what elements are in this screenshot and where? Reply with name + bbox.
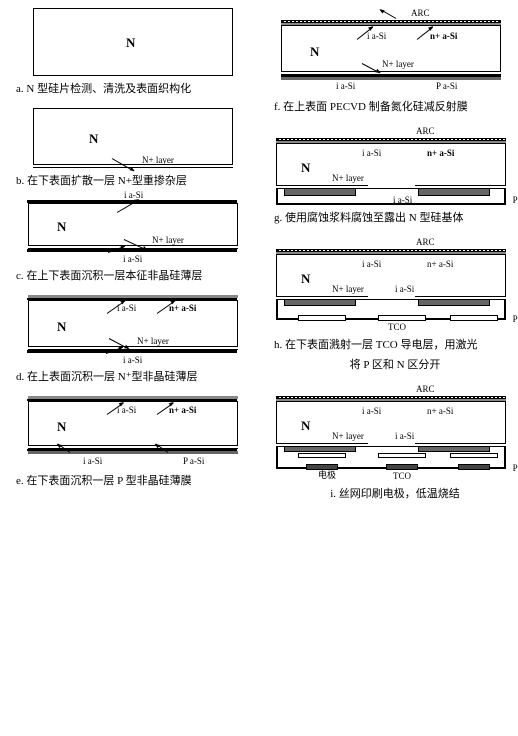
nplus-label: N+ layer [137, 336, 169, 346]
nplus-label: N+ layer [332, 173, 364, 183]
step-h: ARC N i a-Si n+ a-Si N+ layer i a-Si TCO… [266, 237, 516, 372]
iasi-top: i a-Si [124, 190, 143, 200]
n-label: N [301, 160, 310, 176]
arc-label: ARC [416, 237, 435, 247]
electrode-m [386, 464, 418, 470]
pad-r [418, 188, 490, 196]
iasi-label: i a-Si [117, 303, 136, 313]
tco-label: TCO [388, 322, 406, 332]
pad-l [284, 188, 356, 196]
nasi-label: n+ a-Si [427, 259, 453, 269]
nasi-label: n+ a-Si [430, 31, 457, 41]
caption-g: g. 使用腐蚀浆料腐蚀至露出 N 型硅基体 [266, 209, 516, 225]
iasi-label: i a-Si [362, 259, 381, 269]
nplus-label: N+ layer [382, 59, 414, 69]
nasi-label: n+ a-Si [169, 303, 196, 313]
tco-label: TCO [393, 471, 411, 481]
tco-m [378, 315, 426, 321]
n-label: N [301, 418, 310, 434]
n-label: N [89, 131, 98, 147]
nplus-label: N+ layer [332, 431, 364, 441]
step-a: N a. N 型硅片检测、清洗及表面织构化 [8, 8, 258, 96]
caption-i: i. 丝网印刷电极，低温烧结 [266, 485, 516, 501]
step-f: ARC N i a-Si n+ a-Si N+ layer i a-Si P a… [266, 8, 516, 114]
caption-h2: 将 P 区和 N 区分开 [266, 356, 516, 372]
bot-iasi [27, 350, 237, 353]
n-label: N [57, 319, 66, 335]
arc-label: ARC [416, 126, 435, 136]
iasi-label: i a-Si [117, 405, 136, 415]
step-i: ARC N i a-Si n+ a-Si N+ layer i a-Si 电极 … [266, 384, 516, 501]
caption-e: e. 在下表面沉积一层 P 型非晶硅薄膜 [8, 472, 258, 488]
pasi-label: P a-Si [513, 314, 518, 324]
elec-label: 电极 [318, 468, 336, 481]
iasi-bot: i a-Si [83, 456, 102, 466]
pasi-label: P a-Si [513, 195, 518, 205]
pasi-label: P a-Si [183, 456, 204, 466]
n-label: N [126, 35, 135, 51]
iasi-bot: i a-Si [123, 355, 142, 365]
step-e: N i a-Si n+ a-Si i a-Si P a-Si e. 在下表面沉积… [8, 396, 258, 488]
step-b: N N+ layer b. 在下表面扩散一层 N+型重掺杂层 [8, 108, 258, 188]
arrow [380, 9, 396, 19]
nasi-label: n+ a-Si [427, 406, 453, 416]
tco-r [450, 315, 498, 321]
nplus-layer [281, 71, 501, 75]
n-label: N [310, 44, 319, 60]
n-label: N [301, 271, 310, 287]
n-label: N [57, 219, 66, 235]
step-g: ARC N i a-Si n+ a-Si N+ layer i a-Si P a… [266, 126, 516, 225]
nplus-label: N+ layer [152, 235, 184, 245]
caption-f: f. 在上表面 PECVD 制备氮化硅减反射膜 [266, 98, 516, 114]
nplus-label: N+ layer [332, 284, 364, 294]
tco-l [298, 315, 346, 321]
caption-b: b. 在下表面扩散一层 N+型重掺杂层 [8, 172, 258, 188]
pasi-label: P a-Si [436, 81, 457, 91]
iasi-bot-lbl: i a-Si [336, 81, 355, 91]
caption-c: c. 在上下表面沉积一层本征非晶硅薄层 [8, 267, 258, 283]
caption-d: d. 在上表面沉积一层 N⁺型非晶硅薄层 [8, 368, 258, 384]
iasi-mid: i a-Si [395, 431, 414, 441]
step-c: N i a-Si N+ layer i a-Si c. 在上下表面沉积一层本征非… [8, 200, 258, 283]
iasi-label: i a-Si [367, 31, 386, 41]
arc-label: ARC [411, 8, 430, 18]
arc-label: ARC [416, 384, 435, 394]
pasi-label: P a-Si [513, 463, 518, 473]
iasi-mid: i a-Si [395, 284, 414, 294]
nplus-label: N+ layer [142, 155, 174, 165]
iasi-bot: i a-Si [123, 254, 142, 264]
bot-iasi [27, 449, 237, 451]
step-d: N i a-Si n+ a-Si N+ layer i a-Si d. 在上表面… [8, 295, 258, 384]
n-label: N [57, 419, 66, 435]
nasi-label: n+ a-Si [169, 405, 196, 415]
bot-iasi [27, 249, 237, 252]
nasi-label: n+ a-Si [427, 148, 454, 158]
iasi-label: i a-Si [362, 406, 381, 416]
caption-h: h. 在下表面溅射一层 TCO 导电层，用激光 [266, 336, 516, 352]
caption-a: a. N 型硅片检测、清洗及表面织构化 [8, 80, 258, 96]
electrode-r [458, 464, 490, 470]
iasi-bot: i a-Si [393, 195, 412, 205]
iasi-label: i a-Si [362, 148, 381, 158]
